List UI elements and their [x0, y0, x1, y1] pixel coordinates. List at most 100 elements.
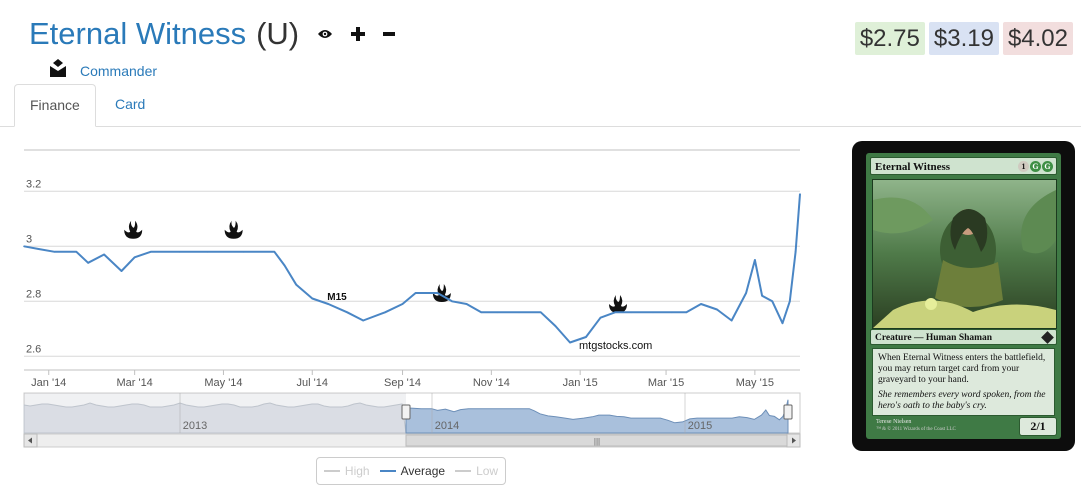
navigator-mask — [24, 393, 406, 433]
card-type-text: Creature — Human Shaman — [875, 333, 993, 343]
series-point — [789, 300, 791, 303]
tab-card[interactable]: Card — [115, 96, 146, 112]
series-point — [273, 251, 276, 253]
y-axis: 3.2 3 2.8 2.6 — [26, 178, 41, 355]
series-point — [685, 311, 688, 314]
price-low: $2.75 — [854, 22, 925, 55]
card-image: Eternal Witness 1 G G — [852, 141, 1075, 451]
series-point — [554, 325, 557, 327]
legend-label-high: High — [344, 464, 370, 478]
series-point — [585, 336, 587, 338]
card-art — [872, 179, 1057, 329]
card-type-line: Creature — Human Shaman — [870, 329, 1057, 345]
navigator-handle-right[interactable] — [783, 404, 793, 420]
card-artist: Terese Nielsen — [876, 419, 912, 425]
eye-icon[interactable] — [317, 28, 333, 40]
set-release-icon — [124, 220, 143, 239]
series-point — [799, 193, 801, 195]
series-point — [327, 303, 330, 305]
series-point — [781, 322, 784, 324]
legend-item-high[interactable]: High — [323, 464, 370, 478]
series-point — [75, 251, 78, 253]
series-point — [133, 256, 136, 259]
set-symbol-icon — [1041, 331, 1054, 344]
x-tick-label: Mar '14 — [116, 377, 152, 389]
set-release-icon-shape — [609, 295, 628, 313]
chart-legend: High Average Low — [316, 457, 506, 485]
price-high: $4.02 — [1002, 22, 1073, 55]
chevron-right-icon — [792, 437, 796, 444]
y-tick-label: 2.8 — [26, 288, 41, 300]
x-axis: Jan '14 Mar '14 May '14 Jul '14 Sep '14 Nov '… — [31, 370, 774, 389]
series-point — [730, 319, 733, 322]
navigator-handle-left[interactable] — [401, 404, 411, 420]
legend-swatch-high — [323, 470, 340, 472]
mana-symbol-green: G — [1030, 161, 1041, 172]
tab-finance[interactable]: Finance — [14, 84, 96, 127]
card-image-title-bar: Eternal Witness 1 G G — [870, 157, 1057, 175]
series-point — [120, 270, 123, 272]
series-point — [311, 297, 314, 300]
mana-symbol-green: G — [1042, 161, 1053, 172]
series-point — [346, 311, 349, 314]
chart-navigator[interactable]: 2013 2014 2015 ||| — [23, 392, 801, 448]
x-tick-label: Mar '15 — [648, 377, 684, 389]
price-chart[interactable]: 3.2 3 2.8 2.6 Jan '14 Mar '14 May '14 Jul '14 S… — [0, 130, 812, 452]
series-point — [149, 251, 152, 253]
set-marker-label: M15 — [327, 292, 347, 303]
card-flavor-text: She remembers every word spoken, from th… — [878, 390, 1046, 411]
series-point — [599, 316, 602, 319]
series-point — [206, 251, 209, 253]
x-tick-label: May '14 — [204, 377, 242, 389]
set-release-icon — [224, 220, 243, 239]
series-point — [630, 311, 632, 314]
legend-item-low[interactable]: Low — [455, 464, 498, 478]
legend-label-average: Average — [400, 464, 446, 478]
x-tick-label: Nov '14 — [473, 377, 510, 389]
card-rules-text: When Eternal Witness enters the battlefi… — [878, 353, 1046, 385]
scrollbar-grip: ||| — [594, 437, 600, 446]
series-point — [87, 262, 89, 264]
series-point — [754, 259, 756, 261]
series-point — [362, 319, 365, 322]
set-markers: M15 — [124, 220, 628, 313]
legend-item-average[interactable]: Average — [379, 464, 446, 478]
card-name: Eternal Witness — [29, 16, 247, 51]
minus-icon[interactable] — [383, 27, 396, 41]
series-point — [771, 300, 774, 303]
card-copyright: ™ & © 2011 Wizards of the Coast LLC — [876, 427, 956, 432]
plus-icon[interactable] — [351, 27, 366, 41]
series-point — [761, 295, 763, 297]
format-link[interactable]: Commander — [80, 62, 158, 79]
card-face: Eternal Witness 1 G G — [866, 153, 1061, 439]
series-point — [540, 311, 542, 314]
navigator-year-label: 2014 — [435, 420, 459, 432]
series-point — [518, 311, 520, 314]
mana-cost: 1 G G — [1018, 161, 1053, 172]
x-tick-label: May '15 — [736, 377, 774, 389]
series-point — [436, 292, 439, 294]
series-point — [671, 311, 673, 314]
series-point — [465, 303, 468, 305]
navigator-area-history — [23, 402, 407, 434]
x-tick-label: Jul '14 — [297, 377, 328, 389]
card-image-name: Eternal Witness — [875, 161, 951, 173]
y-tick-label: 2.6 — [26, 343, 41, 355]
set-release-icon — [609, 295, 628, 313]
series-point — [794, 251, 797, 253]
series-average — [23, 193, 801, 344]
set-release-icon-shape — [224, 220, 243, 239]
series-point — [179, 251, 181, 253]
format-row: Commander — [48, 58, 157, 83]
series-point — [295, 284, 298, 286]
y-tick-label: 3 — [26, 233, 32, 245]
series-point — [283, 264, 286, 267]
y-tick-label: 3.2 — [26, 178, 41, 190]
legend-swatch-low — [455, 470, 472, 472]
series-point — [23, 245, 25, 248]
series-point — [496, 311, 499, 314]
series-point — [480, 311, 483, 314]
card-header: Eternal Witness (U) — [29, 16, 396, 52]
x-tick-label: Jan '14 — [31, 377, 66, 389]
series-average-line — [23, 193, 801, 344]
